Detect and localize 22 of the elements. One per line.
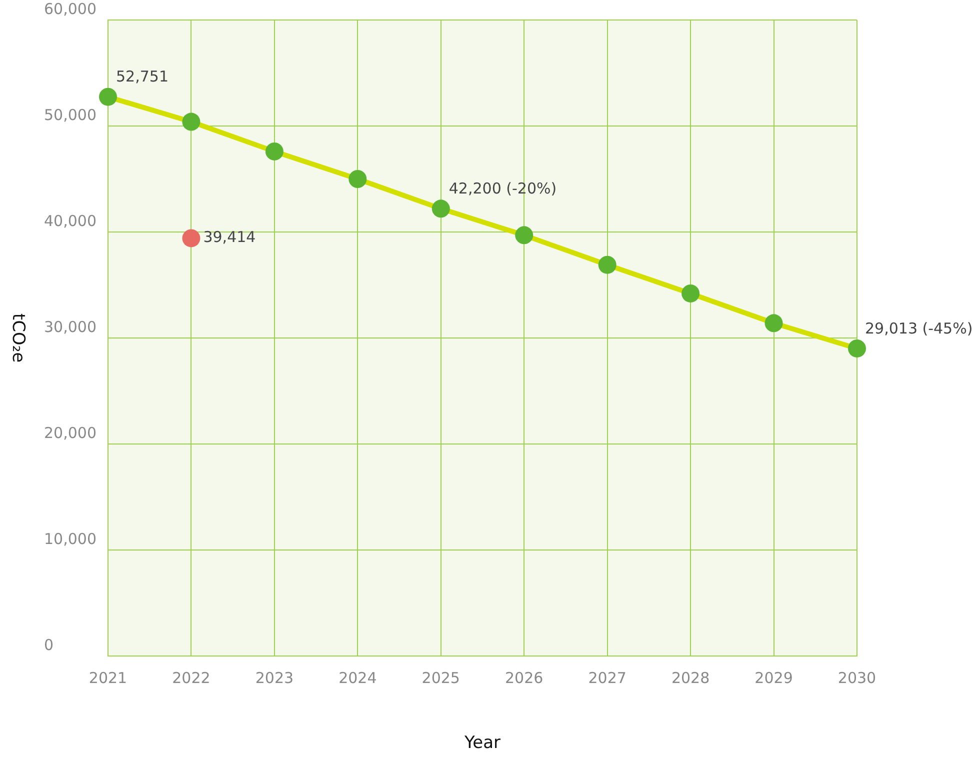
y-tick-label: 30,000 [44, 318, 96, 336]
x-tick-label: 2027 [588, 668, 626, 687]
x-tick-label: 2026 [505, 668, 544, 687]
y-tick-label: 20,000 [44, 424, 96, 442]
x-tick-label: 2030 [838, 668, 876, 687]
x-tick-label: 2029 [754, 668, 793, 687]
x-tick-label: 2028 [671, 668, 710, 687]
data-label: 29,013 (-45%) [865, 319, 973, 338]
y-tick-label: 40,000 [44, 212, 96, 230]
data-label: 39,414 [203, 228, 256, 246]
x-tick-label: 2025 [422, 668, 460, 687]
y-tick-label: 0 [44, 636, 54, 654]
x-tick-label: 2024 [338, 668, 377, 687]
x-tick-label: 2022 [172, 668, 210, 687]
y-tick-label: 60,000 [44, 0, 96, 18]
x-axis-title: Year [464, 733, 501, 754]
y-tick-label: 50,000 [44, 106, 96, 124]
x-tick-label: 2021 [88, 668, 128, 687]
y-axis-title: tCO₂e [8, 313, 28, 363]
data-label: 52,751 [116, 68, 168, 86]
x-tick-label: 2023 [255, 668, 294, 687]
y-tick-label: 10,000 [44, 530, 96, 548]
